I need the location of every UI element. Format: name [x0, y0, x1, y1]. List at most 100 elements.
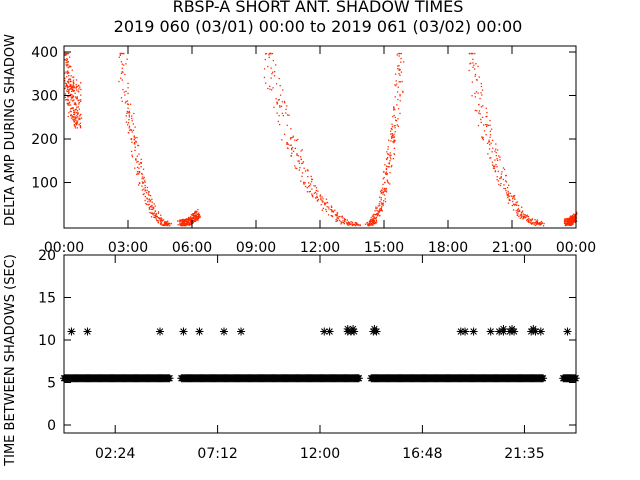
top-point [194, 211, 196, 213]
top-point [475, 63, 477, 65]
top-point [79, 115, 81, 117]
top-point [155, 218, 157, 220]
top-point [157, 222, 159, 224]
top-point [127, 107, 129, 109]
bottom-asterisk-point [83, 327, 92, 336]
top-point [134, 149, 136, 151]
top-point [387, 166, 389, 168]
top-point [494, 165, 496, 167]
top-point [154, 216, 156, 219]
top-point [190, 221, 192, 223]
top-point [127, 124, 129, 126]
top-point [357, 224, 359, 226]
top-point [503, 184, 505, 186]
top-point [180, 224, 183, 227]
top-point [64, 87, 66, 90]
top-point [79, 125, 81, 127]
top-point [302, 162, 304, 164]
top-point [346, 219, 348, 221]
top-point [505, 175, 507, 177]
top-point [497, 170, 499, 172]
top-point [301, 175, 303, 177]
top-point [197, 219, 199, 221]
top-point [494, 159, 496, 161]
top-point [308, 182, 310, 184]
top-point [74, 125, 76, 127]
top-point [187, 218, 190, 220]
top-point [316, 193, 318, 195]
top-point [373, 217, 375, 219]
top-point [285, 108, 287, 110]
top-point [74, 116, 76, 118]
top-point [66, 80, 69, 83]
top-point [160, 221, 162, 223]
top-point [166, 223, 168, 225]
top-point [303, 167, 305, 169]
top-point [382, 193, 384, 195]
top-point [159, 220, 161, 222]
top-point [161, 224, 163, 226]
top-point [370, 217, 372, 219]
top-point [339, 215, 341, 218]
top-point [124, 94, 126, 96]
top-point [396, 83, 398, 85]
top-point [518, 209, 521, 211]
top-point [331, 211, 333, 213]
top-point [312, 196, 314, 198]
top-point [126, 103, 129, 105]
top-point [376, 213, 378, 215]
top-point [76, 98, 78, 100]
top-point [394, 116, 396, 119]
top-point [138, 173, 140, 175]
top-point [76, 86, 78, 88]
top-point [570, 217, 572, 219]
top-point [326, 202, 328, 204]
top-point [73, 113, 75, 116]
top-point [76, 115, 78, 117]
top-point [150, 212, 152, 214]
top-point [321, 196, 323, 198]
top-point [372, 223, 374, 225]
top-point [508, 195, 511, 197]
top-point [66, 88, 68, 90]
top-point [66, 76, 68, 78]
top-point [165, 221, 167, 223]
top-point [564, 222, 566, 224]
top-point [494, 150, 496, 152]
top-point [568, 219, 570, 221]
top-point [74, 102, 76, 104]
top-point [122, 52, 124, 55]
top-point [160, 217, 162, 219]
top-point [146, 203, 148, 205]
top-point [194, 214, 196, 216]
top-point [330, 208, 332, 211]
top-point [540, 220, 543, 223]
top-point [489, 134, 492, 136]
top-point [121, 67, 123, 69]
top-point [481, 116, 484, 118]
top-point [182, 224, 184, 227]
top-point [311, 178, 313, 181]
top-point [75, 119, 77, 122]
top-point [144, 187, 146, 189]
top-point [72, 86, 74, 89]
top-point [70, 86, 72, 88]
top-point [129, 129, 131, 131]
top-point [301, 162, 303, 165]
top-point [76, 110, 79, 112]
top-point [535, 220, 538, 222]
top-point [369, 222, 371, 224]
top-point [310, 175, 312, 178]
top-point [76, 112, 78, 114]
top-point [383, 190, 385, 193]
top-point [140, 158, 142, 160]
top-point [397, 65, 399, 67]
top-point [68, 66, 70, 68]
top-point [181, 223, 183, 225]
top-point [189, 219, 191, 221]
top-point [125, 63, 127, 65]
top-point [196, 217, 198, 219]
top-point [512, 195, 514, 197]
top-point [328, 208, 330, 210]
top-point [539, 222, 542, 225]
